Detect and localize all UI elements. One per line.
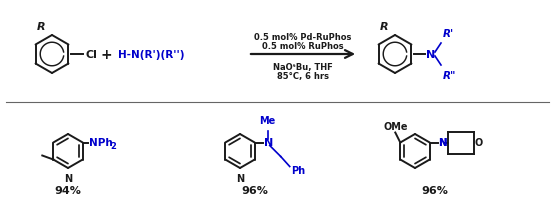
- Text: OMe: OMe: [383, 121, 407, 131]
- Text: 85°C, 6 hrs: 85°C, 6 hrs: [277, 72, 329, 81]
- Text: Me: Me: [260, 116, 276, 126]
- Text: 96%: 96%: [422, 185, 448, 195]
- Text: NPh: NPh: [89, 138, 113, 148]
- Text: 0.5 mol% Pd-RuPhos: 0.5 mol% Pd-RuPhos: [254, 33, 352, 42]
- Text: 94%: 94%: [54, 185, 82, 195]
- Text: N: N: [64, 173, 72, 183]
- Text: R: R: [380, 22, 389, 32]
- Text: O: O: [475, 138, 483, 148]
- Text: N: N: [264, 138, 273, 148]
- Text: Cl: Cl: [85, 50, 97, 60]
- Text: H-N(R')(R''): H-N(R')(R''): [118, 50, 184, 60]
- Text: 0.5 mol% RuPhos: 0.5 mol% RuPhos: [262, 42, 344, 51]
- Text: N: N: [438, 138, 447, 148]
- Text: N: N: [236, 173, 244, 183]
- Text: +: +: [100, 48, 112, 62]
- Text: 96%: 96%: [241, 185, 269, 195]
- Text: Ph: Ph: [291, 166, 305, 176]
- Text: R": R": [443, 71, 456, 81]
- Text: 2: 2: [110, 141, 117, 150]
- Text: NaOᵗBu, THF: NaOᵗBu, THF: [273, 63, 333, 72]
- Text: N: N: [438, 138, 447, 148]
- Text: N: N: [426, 50, 435, 60]
- Text: R: R: [37, 22, 46, 32]
- Text: R': R': [443, 29, 454, 39]
